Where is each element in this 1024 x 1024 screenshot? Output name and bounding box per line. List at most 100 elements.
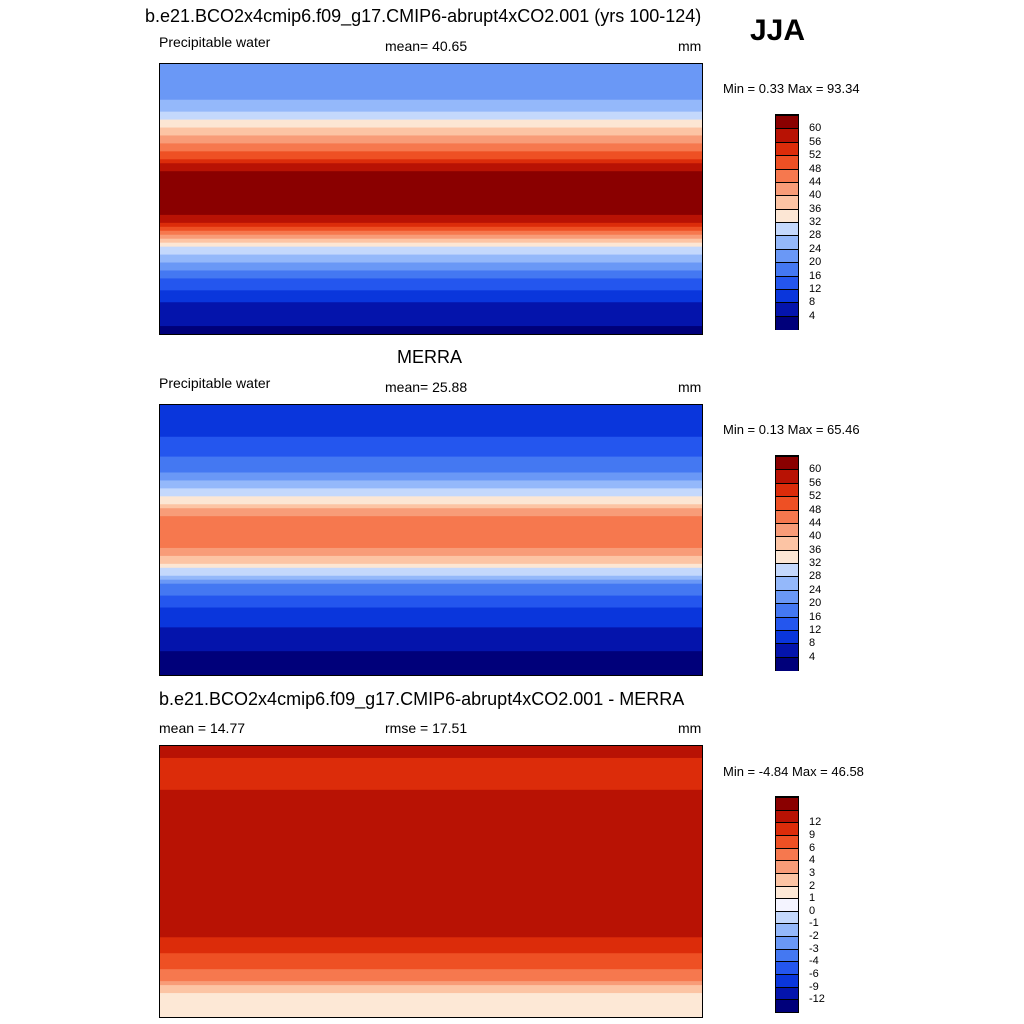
- map-latitude-band: [160, 147, 702, 153]
- map-latitude-band: [160, 833, 702, 839]
- colorbar-segment: [776, 643, 798, 658]
- map-latitude-band: [160, 119, 702, 125]
- map-latitude-band: [160, 424, 702, 430]
- panel2-minmax: Min = 0.13 Max = 65.46: [723, 422, 860, 437]
- colorbar-tick-label: 1: [809, 892, 816, 905]
- map-latitude-band: [160, 508, 702, 514]
- map-latitude-band: [160, 294, 702, 300]
- map-latitude-band: [160, 813, 702, 819]
- colorbar-tick-label: 24: [809, 583, 822, 596]
- map-latitude-band: [160, 99, 702, 105]
- map-latitude-band: [160, 270, 702, 276]
- map-latitude-band: [160, 965, 702, 971]
- map-latitude-band: [160, 817, 702, 823]
- map-latitude-band: [160, 242, 702, 248]
- map-latitude-band: [160, 781, 702, 787]
- colorbar-tick-label: -3: [809, 942, 819, 955]
- map-latitude-band: [160, 416, 702, 422]
- map-latitude-band: [160, 266, 702, 272]
- colorbar-segment: [776, 999, 798, 1013]
- panel1-map: [159, 63, 703, 335]
- map-latitude-band: [160, 651, 702, 657]
- map-latitude-band: [160, 258, 702, 264]
- map-latitude-band: [160, 175, 702, 181]
- colorbar-segment: [776, 834, 798, 849]
- map-latitude-band: [160, 547, 702, 553]
- map-latitude-band: [160, 793, 702, 799]
- colorbar-tick-label: -1: [809, 917, 819, 930]
- map-latitude-band: [160, 909, 702, 915]
- colorbar-segment: [776, 948, 798, 962]
- panel2-map: [159, 404, 703, 676]
- map-latitude-band: [160, 464, 702, 470]
- map-latitude-band: [160, 472, 702, 478]
- map-latitude-band: [160, 484, 702, 490]
- colorbar-segment: [776, 208, 798, 223]
- map-latitude-band: [160, 877, 702, 883]
- map-latitude-band: [160, 520, 702, 526]
- map-latitude-band: [160, 238, 702, 244]
- map-latitude-band: [160, 1005, 702, 1011]
- colorbar-segment: [776, 936, 798, 950]
- colorbar-tick-label: 20: [809, 256, 822, 269]
- map-latitude-band: [160, 905, 702, 911]
- map-latitude-band: [160, 452, 702, 458]
- map-latitude-band: [160, 933, 702, 939]
- map-latitude-band: [160, 322, 702, 328]
- map-latitude-band: [160, 131, 702, 137]
- map-latitude-band: [160, 159, 702, 165]
- map-latitude-band: [160, 302, 702, 308]
- colorbar-tick-label: 20: [809, 597, 822, 610]
- map-latitude-band: [160, 599, 702, 605]
- map-latitude-band: [160, 330, 702, 334]
- map-latitude-band: [160, 973, 702, 979]
- map-latitude-band: [160, 135, 702, 141]
- map-latitude-band: [160, 123, 702, 129]
- panel3-rmse-label: rmse = 17.51: [385, 720, 468, 736]
- map-latitude-band: [160, 829, 702, 835]
- colorbar-segment: [776, 549, 798, 564]
- map-latitude-band: [160, 278, 702, 284]
- map-latitude-band: [160, 440, 702, 446]
- map-latitude-band: [160, 408, 702, 414]
- colorbar-segment: [776, 961, 798, 975]
- map-latitude-band: [160, 151, 702, 157]
- map-latitude-band: [160, 937, 702, 943]
- map-latitude-band: [160, 111, 702, 117]
- colorbar-tick-label: 4: [809, 650, 816, 663]
- map-latitude-band: [160, 476, 702, 482]
- map-latitude-band: [160, 563, 702, 569]
- map-latitude-band: [160, 639, 702, 645]
- map-latitude-band: [160, 615, 702, 621]
- map-latitude-band: [160, 524, 702, 530]
- map-latitude-band: [160, 326, 702, 332]
- panel1-minmax: Min = 0.33 Max = 93.34: [723, 81, 860, 96]
- map-latitude-band: [160, 881, 702, 887]
- map-latitude-band: [160, 997, 702, 1003]
- colorbar-tick-label: 40: [809, 189, 822, 202]
- panel2-units-label: mm: [678, 379, 702, 395]
- map-latitude-band: [160, 757, 702, 763]
- map-latitude-band: [160, 246, 702, 252]
- colorbar-segment: [776, 248, 798, 263]
- colorbar-tick-label: -4: [809, 955, 819, 968]
- map-latitude-band: [160, 214, 702, 220]
- colorbar-segment: [776, 235, 798, 250]
- colorbar-tick-label: 60: [809, 463, 822, 476]
- map-latitude-band: [160, 218, 702, 224]
- colorbar-tick-label: 60: [809, 122, 822, 135]
- colorbar-tick-label: 4: [809, 854, 816, 867]
- map-latitude-band: [160, 496, 702, 502]
- colorbar-segment: [776, 288, 798, 303]
- colorbar-tick-label: 12: [809, 816, 822, 829]
- colorbar-tick-label: 0: [809, 904, 816, 917]
- map-latitude-band: [160, 83, 702, 89]
- map-latitude-band: [160, 202, 702, 208]
- map-latitude-band: [160, 314, 702, 320]
- map-latitude-band: [160, 801, 702, 807]
- colorbar-tick-label: 28: [809, 570, 822, 583]
- colorbar-tick-label: 32: [809, 216, 822, 228]
- map-latitude-band: [160, 647, 702, 653]
- map-latitude-band: [160, 528, 702, 534]
- map-latitude-band: [160, 67, 702, 73]
